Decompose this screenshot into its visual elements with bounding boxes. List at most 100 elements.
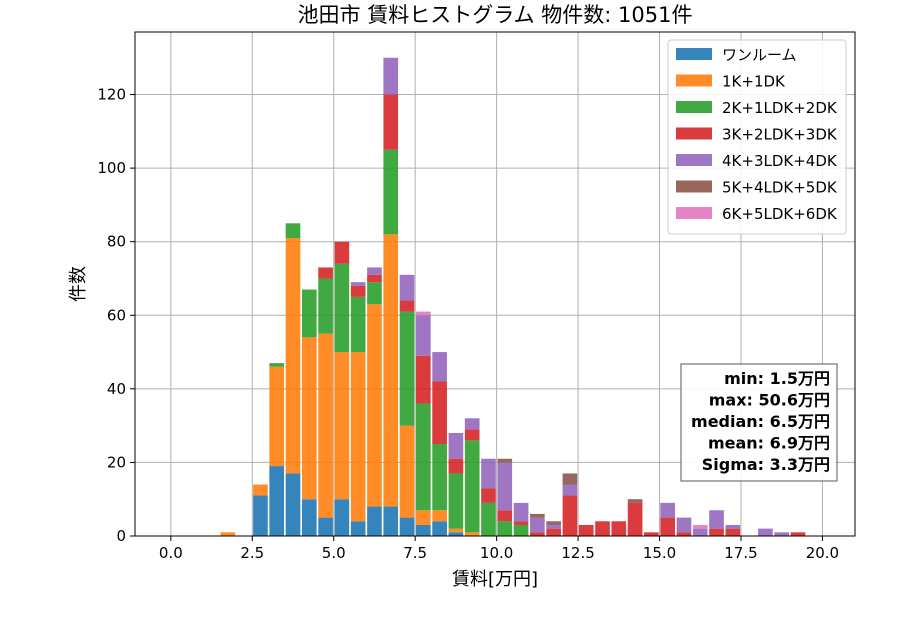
stats-frame [680,363,838,482]
bar-segment [692,524,708,529]
bar-segment [497,458,513,463]
legend-label: 2K+1LDK+2DK [722,99,838,117]
stats-line: median: 6.5万円 [691,412,830,431]
bar-segment [301,337,317,500]
bar-segment [611,521,627,536]
bar-segment [415,315,431,356]
bar-segment [432,521,447,536]
bar-segment [530,517,545,533]
bar-segment [318,333,333,518]
bar-segment [464,532,480,536]
legend-swatch [676,127,712,140]
bar-segment [383,149,399,235]
bar-segment [432,381,447,445]
bar-segment [481,488,496,503]
bar-segment [644,532,659,536]
bar-segment [334,352,350,500]
bar-segment [562,495,578,536]
bar-segment [497,462,513,511]
bar-segment [595,521,610,536]
bar-segment [350,521,366,536]
bar-segment [432,510,447,522]
bar-segment [383,506,399,536]
legend-label: 5K+4LDK+5DK [722,179,838,197]
bar-segment [497,521,513,536]
bar-segment [530,513,545,518]
legend-swatch [676,180,712,193]
y-tick-label: 20 [107,453,126,471]
bar-segment [562,484,578,496]
bar-segment [253,495,268,536]
legend-label: ワンルーム [722,46,797,64]
bar-segment [513,524,529,536]
bar-segment [415,510,431,525]
bar-segment [383,57,399,95]
bar-segment [758,528,773,536]
stats-line: Sigma: 3.3万円 [702,455,830,474]
x-tick-label: 20.0 [806,544,839,562]
x-tick-label: 0.0 [159,544,183,562]
bar-segment [660,517,675,536]
bar-segment [367,267,382,275]
stats-line: min: 1.5万円 [724,369,830,388]
bar-segment [399,300,415,312]
bar-segment [709,510,724,529]
bar-segment [269,363,285,367]
bar-segment [415,524,431,536]
bar-segment [350,282,366,286]
bar-segment [383,234,399,507]
bar-segment [285,473,301,536]
stats-box: min: 1.5万円 max: 50.6万円 median: 6.5万円 mean: … [680,363,838,482]
x-tick-label: 7.5 [403,544,427,562]
bar-segment [301,499,317,536]
bar-segment [481,458,496,489]
bar-segment [448,532,464,536]
bar-segment [399,517,415,536]
bars [220,57,806,536]
bar-segment [448,458,464,474]
bar-segment [350,352,366,522]
bar-segment [367,304,382,507]
legend-swatch [676,207,712,219]
bar-segment [676,532,692,536]
bar-segment [269,366,285,467]
legend: ワンルーム 1K+1DK 2K+1LDK+2DK 3K+2LDK+3DK 4K+3LDK… [667,39,847,235]
bar-segment [285,238,301,474]
bar-segment [790,532,806,536]
bar-segment [725,524,741,529]
bar-segment [415,355,431,404]
bar-segment [350,285,366,297]
bar-segment [318,517,333,536]
bar-segment [464,440,480,533]
y-tick-label: 60 [107,306,126,324]
bar-segment [350,296,366,353]
bar-segment [530,532,545,536]
bar-segment [627,499,643,503]
legend-swatch [676,74,712,87]
bar-segment [660,502,675,518]
bar-segment [269,466,285,536]
bar-segment [318,278,333,334]
x-tick-label: 15.0 [643,544,676,562]
bar-segment [481,502,496,536]
bar-segment [367,506,382,536]
bar-segment [546,524,561,529]
y-tick-label: 100 [97,159,126,177]
bar-segment [399,274,415,301]
bar-segment [334,499,350,536]
bar-segment [415,403,431,511]
bar-segment [513,502,529,522]
bar-segment [383,94,399,150]
bar-segment [334,241,350,264]
bar-segment [367,274,382,283]
bar-segment [774,532,790,536]
bar-segment [448,432,464,459]
y-tick-label: 0 [116,527,126,545]
stats-line: mean: 6.9万円 [708,434,830,453]
bar-segment [301,289,317,338]
y-axis-label: 件数 [68,266,89,302]
x-tick-label: 17.5 [724,544,757,562]
y-ticks: 0 20 40 60 80 100 120 [97,86,135,545]
bar-segment [709,528,724,536]
